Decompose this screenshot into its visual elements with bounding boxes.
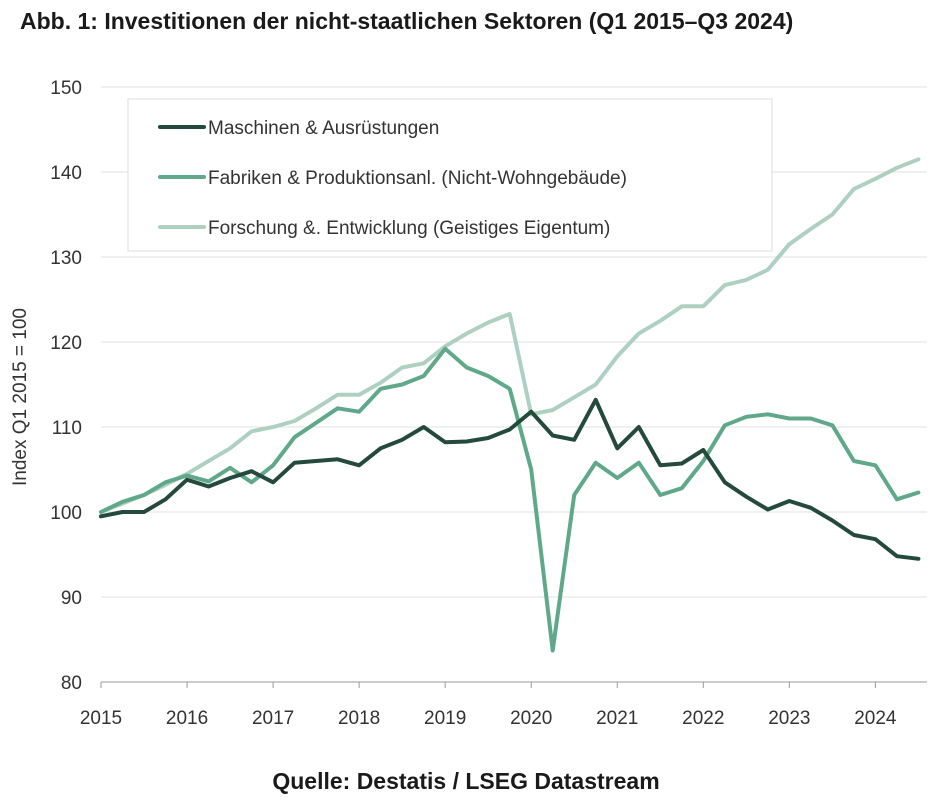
- x-tick-2016: 2016: [166, 708, 208, 729]
- y-tick-110: 110: [52, 418, 82, 439]
- chart-title: Abb. 1: Investitionen der nicht-staatlic…: [20, 8, 794, 34]
- x-tick-2017: 2017: [252, 708, 294, 729]
- x-tick-2020: 2020: [510, 708, 552, 729]
- source-note: Quelle: Destatis / LSEG Datastream: [272, 768, 660, 794]
- y-tick-130: 130: [50, 248, 82, 269]
- y-tick-90: 90: [61, 588, 82, 609]
- x-tick-2022: 2022: [682, 708, 724, 729]
- y-tick-150: 150: [50, 78, 82, 99]
- legend-label-1: Fabriken & Produktionsanl. (Nicht-Wohnge…: [208, 168, 627, 189]
- y-tick-120: 120: [50, 333, 82, 354]
- y-tick-100: 100: [50, 503, 82, 524]
- y-axis-label: Index Q1 2015 = 100: [10, 308, 31, 486]
- series-line-1: [99, 346, 921, 653]
- x-tick-labels: 2015 2016 2017 2018 2019 2020 2021 2022 2023 2024: [80, 708, 897, 729]
- x-tick-2021: 2021: [596, 708, 638, 729]
- legend-label-0: Maschinen & Ausrüstungen: [208, 118, 439, 139]
- legend: Maschinen & Ausrüstungen Fabriken & Produ…: [127, 98, 773, 252]
- x-tick-2015: 2015: [80, 708, 122, 729]
- x-tick-2023: 2023: [768, 708, 810, 729]
- x-tick-2024: 2024: [854, 708, 897, 729]
- x-tick-2019: 2019: [424, 708, 466, 729]
- legend-box: [127, 98, 773, 252]
- series-lines: [99, 157, 921, 653]
- axes: [100, 681, 927, 688]
- x-tick-2018: 2018: [338, 708, 380, 729]
- y-tick-80: 80: [61, 673, 82, 694]
- series-line-2: [99, 157, 921, 514]
- y-tick-140: 140: [50, 163, 82, 184]
- legend-label-2: Forschung &. Entwicklung (Geistiges Eige…: [208, 218, 610, 239]
- series-line-0: [99, 397, 921, 561]
- y-tick-labels: 80 90 100 110 120 130 140 150: [50, 78, 82, 694]
